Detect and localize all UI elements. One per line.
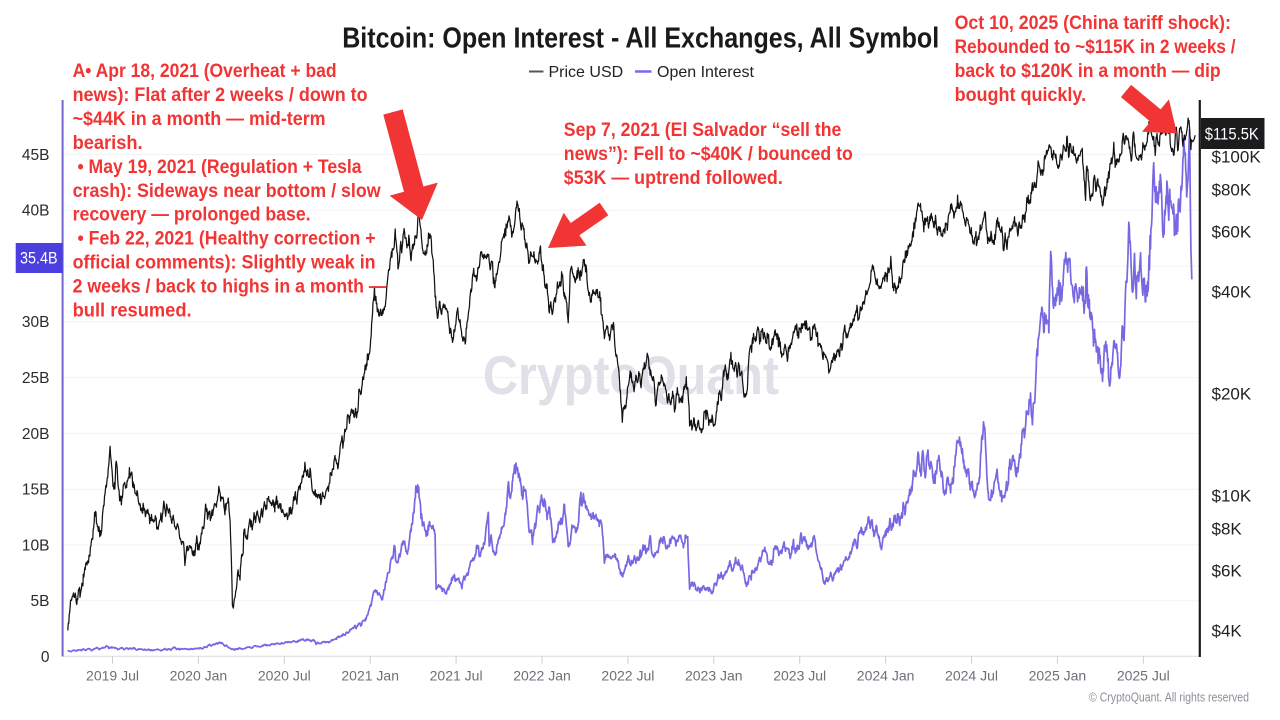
svg-text:$20K: $20K [1212, 385, 1252, 404]
svg-text:2025 Jan: 2025 Jan [1029, 667, 1087, 683]
svg-text:bull resumed.: bull resumed. [73, 301, 192, 322]
svg-text:bearish.: bearish. [73, 133, 143, 154]
svg-text:35.4B: 35.4B [20, 250, 58, 268]
svg-text:Open Interest: Open Interest [657, 64, 755, 81]
svg-text:Price USD: Price USD [549, 64, 624, 81]
svg-text:2023 Jan: 2023 Jan [685, 667, 743, 683]
svg-text:2020 Jan: 2020 Jan [170, 667, 228, 683]
svg-text:• May 19, 2021 (Regulation + T: • May 19, 2021 (Regulation + Tesla [73, 157, 362, 178]
svg-text:recovery — prolonged base.: recovery — prolonged base. [73, 205, 311, 226]
svg-text:5B: 5B [31, 593, 50, 610]
svg-text:2024 Jul: 2024 Jul [945, 667, 998, 683]
svg-text:2022 Jan: 2022 Jan [513, 667, 571, 683]
svg-text:20B: 20B [22, 426, 50, 443]
svg-text:15B: 15B [22, 482, 50, 499]
svg-text:40B: 40B [22, 203, 50, 220]
svg-text:$60K: $60K [1212, 223, 1252, 242]
svg-text:news): Flat after 2 weeks / do: news): Flat after 2 weeks / down to [73, 85, 368, 106]
svg-text:~$44K in a month — mid-term: ~$44K in a month — mid-term [73, 109, 326, 130]
svg-text:2023 Jul: 2023 Jul [773, 667, 826, 683]
svg-text:$4K: $4K [1212, 621, 1243, 640]
svg-text:$8K: $8K [1212, 519, 1243, 538]
svg-text:2020 Jul: 2020 Jul [258, 667, 311, 683]
svg-text:$100K: $100K [1212, 148, 1262, 167]
svg-text:2 weeks / back to highs in a m: 2 weeks / back to highs in a month — [73, 277, 387, 298]
svg-text:2021 Jan: 2021 Jan [341, 667, 399, 683]
svg-text:$115.5K: $115.5K [1205, 126, 1259, 144]
svg-text:• Feb 22, 2021 (Healthy correc: • Feb 22, 2021 (Healthy correction + [73, 229, 376, 250]
svg-text:30B: 30B [22, 314, 50, 331]
svg-text:10B: 10B [22, 537, 50, 554]
svg-text:2021 Jul: 2021 Jul [430, 667, 483, 683]
svg-text:2024 Jan: 2024 Jan [857, 667, 915, 683]
svg-text:Bitcoin: Open Interest - All E: Bitcoin: Open Interest - All Exchanges, … [342, 23, 939, 55]
svg-text:$80K: $80K [1212, 180, 1252, 199]
svg-text:news”): Fell to ~$40K / bounce: news”): Fell to ~$40K / bounced to [564, 144, 853, 165]
svg-text:A• Apr 18, 2021 (Overheat + ba: A• Apr 18, 2021 (Overheat + bad [73, 61, 337, 82]
svg-text:$10K: $10K [1212, 487, 1252, 506]
svg-text:© CryptoQuant. All rights rese: © CryptoQuant. All rights reserved [1089, 690, 1249, 705]
svg-text:2022 Jul: 2022 Jul [601, 667, 654, 683]
svg-text:45B: 45B [22, 147, 50, 164]
svg-text:$53K — uptrend followed.: $53K — uptrend followed. [564, 168, 783, 189]
svg-text:back to $120K in a month — dip: back to $120K in a month — dip [955, 61, 1221, 82]
svg-text:$40K: $40K [1212, 282, 1252, 301]
svg-text:official comments): Slightly w: official comments): Slightly weak in [73, 253, 376, 274]
svg-text:0: 0 [41, 649, 50, 666]
svg-text:bought quickly.: bought quickly. [955, 85, 1087, 106]
svg-text:Sep 7, 2021 (El Salvador “sell: Sep 7, 2021 (El Salvador “sell the [564, 120, 842, 141]
svg-text:Oct 10, 2025 (China tariff sho: Oct 10, 2025 (China tariff shock): [955, 13, 1231, 34]
svg-text:2019 Jul: 2019 Jul [86, 667, 139, 683]
svg-text:$6K: $6K [1212, 562, 1243, 581]
svg-text:2025 Jul: 2025 Jul [1117, 667, 1170, 683]
svg-text:crash): Sideways near bottom /: crash): Sideways near bottom / slow [73, 181, 381, 202]
svg-text:25B: 25B [22, 370, 50, 387]
svg-text:Rebounded to ~$115K in 2 weeks: Rebounded to ~$115K in 2 weeks / [955, 37, 1237, 58]
